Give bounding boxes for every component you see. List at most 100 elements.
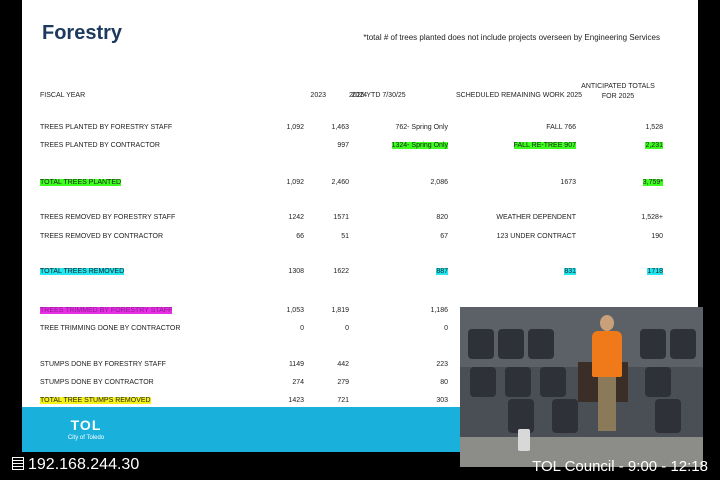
cell-ytd: 762- Spring Only [395,124,448,131]
row-label: TREES PLANTED BY FORESTRY STAFF [40,124,173,131]
row-label: TREES REMOVED BY FORESTRY STAFF [40,214,176,221]
chamber-seat [498,329,524,359]
cell-2023: 274 [292,379,304,386]
cell-2024: 279 [337,379,349,386]
header-fiscal-year: FISCAL YEAR [40,92,86,99]
council-desk [460,437,703,467]
video-background-wall [460,307,703,367]
cell-2024: 2,460 [331,179,349,186]
cell-scheduled: FALL RE-TREE 907 [513,142,576,149]
cell-ytd: 67 [440,233,448,240]
speaker-video-feed [460,307,703,467]
cell-ytd: 80 [440,379,448,386]
chamber-seat [508,399,534,433]
speaker-head [600,315,614,331]
cell-2024: 1,463 [331,124,349,131]
cell-ytd: 2,086 [430,179,448,186]
logo-text: TOL [70,417,102,433]
cell-anticipated: 190 [651,233,663,240]
cell-2023: 1,092 [286,179,304,186]
cell-2023: 66 [296,233,304,240]
cell-2023: 1149 [288,361,304,368]
row-label: TREES PLANTED BY CONTRACTOR [40,142,160,149]
cell-scheduled: FALL 766 [546,124,576,131]
table-row: TREES REMOVED BY CONTRACTOR 66 51 67 123… [22,233,698,245]
table-row: TREES PLANTED BY FORESTRY STAFF 1,092 1,… [22,124,698,136]
cell-scheduled: 123 UNDER CONTRACT [496,233,576,240]
row-label: TREES REMOVED BY CONTRACTOR [40,233,164,240]
cell-ytd: 887 [436,268,448,275]
chamber-seat [640,329,666,359]
cell-2023: 1308 [288,268,304,275]
cell-ytd: 1324- Spring Only [391,142,448,149]
table-row: TREES PLANTED BY CONTRACTOR 997 1324- Sp… [22,142,698,154]
cell-2024: 1622 [333,268,349,275]
row-label: TOTAL TREES PLANTED [40,179,122,186]
header-2024: 2024 [351,92,367,99]
ip-address-text: 192.168.244.30 [28,456,140,473]
water-pitcher [518,429,530,451]
cell-2023: 1242 [288,214,304,221]
cell-anticipated: 3,759* [642,179,663,186]
cell-scheduled: WEATHER DEPENDENT [496,214,576,221]
speaker-person [590,315,624,437]
cell-anticipated: 1718 [647,268,663,275]
ip-address-overlay: 192.168.244.30 [12,456,139,474]
row-label: TREE TRIMMING DONE BY CONTRACTOR [40,325,181,332]
city-logo: TOL City of Toledo [66,417,106,445]
chamber-seat [540,367,566,397]
chamber-seat [470,367,496,397]
table-row: TOTAL TREE STUMPS REMOVED 1423 721 303 [22,397,698,409]
row-label: STUMPS DONE BY CONTRACTOR [40,379,154,386]
chamber-seat [552,399,578,433]
table-row: STUMPS DONE BY FORESTRY STAFF 1149 442 2… [22,361,698,373]
cell-scheduled: 831 [564,268,576,275]
network-icon [12,457,24,470]
cell-ytd: 303 [436,397,448,404]
cell-anticipated: 1,528 [645,124,663,131]
slide-footnote: *total # of trees planted does not inclu… [363,33,660,42]
chamber-seat [505,367,531,397]
cell-2023: 1423 [288,397,304,404]
cell-ytd: 820 [436,214,448,221]
cell-2024: 51 [341,233,349,240]
cell-2023: 1,092 [286,124,304,131]
row-label: STUMPS DONE BY FORESTRY STAFF [40,361,166,368]
cell-2024: 0 [345,325,349,332]
chamber-seat [645,367,671,397]
table-row: TOTAL TREES REMOVED 1308 1622 887 831 17… [22,268,698,280]
row-label: TREES TRIMMED BY FORESTRY STAFF [40,307,173,314]
speaker-legs [598,377,616,431]
cell-anticipated: 1,528+ [641,214,663,221]
cell-anticipated: 2,231 [645,142,663,149]
cell-2024: 1571 [333,214,349,221]
logo-subtitle: City of Toledo [67,435,105,441]
cell-scheduled: 1673 [560,179,576,186]
cell-2023: 0 [300,325,304,332]
cell-ytd: 0 [444,325,448,332]
header-2025-ytd: 2025 YTD 7/30/25 [349,92,406,99]
chamber-seat [528,329,554,359]
chamber-seat [468,329,494,359]
cell-2023: 1,053 [286,307,304,314]
cell-2024: 1,819 [331,307,349,314]
cell-2024: 997 [337,142,349,149]
presentation-slide: Forestry *total # of trees planted does … [22,0,698,452]
cell-ytd: 1,186 [430,307,448,314]
chamber-seat [670,329,696,359]
row-label: TOTAL TREE STUMPS REMOVED [40,397,151,404]
table-row: STUMPS DONE BY CONTRACTOR 274 279 80 [22,379,698,391]
cell-ytd: 223 [436,361,448,368]
header-anticipated: ANTICIPATED TOTALS FOR 2025 [581,83,655,100]
table-row: TREES TRIMMED BY FORESTRY STAFF 1,053 1,… [22,307,698,319]
table-row: TREE TRIMMING DONE BY CONTRACTOR 0 0 0 [22,325,698,337]
table-row: TOTAL TREES PLANTED 1,092 2,460 2,086 16… [22,179,698,191]
header-scheduled: SCHEDULED REMAINING WORK 2025 [456,92,583,99]
cell-2024: 721 [337,397,349,404]
header-2023: 2023 [310,92,326,99]
broadcast-caption: TOL Council - 9:00 - 12:18 [532,458,708,475]
table-row: TREES REMOVED BY FORESTRY STAFF 1242 157… [22,214,698,226]
cell-2024: 442 [337,361,349,368]
chamber-seat [655,399,681,433]
slide-title: Forestry [42,22,123,44]
